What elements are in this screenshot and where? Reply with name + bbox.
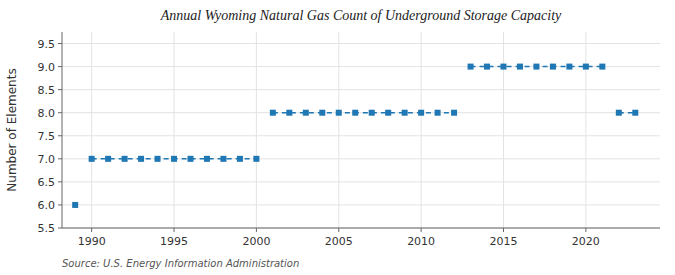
x-tick [421,228,422,232]
y-tick-label: 6.0 [38,199,56,212]
marker [385,110,391,116]
grid-line [62,228,660,229]
marker [270,110,276,116]
x-tick [338,228,339,232]
x-tick-label: 2005 [325,235,353,248]
y-tick-label: 5.5 [38,222,56,235]
marker [500,64,506,70]
marker [89,156,95,162]
grid-line [62,158,660,159]
marker [533,64,539,70]
y-tick [58,228,62,229]
marker [583,64,589,70]
y-tick-label: 8.5 [38,84,56,97]
grid-line [174,32,175,228]
grid-line [421,32,422,228]
marker [369,110,375,116]
y-tick-label: 6.5 [38,176,56,189]
x-tick-label: 2000 [242,235,270,248]
x-tick [174,228,175,232]
marker [220,156,226,162]
grid [62,32,660,228]
y-tick-label: 7.5 [38,130,56,143]
grid-line [503,32,504,228]
grid-line [62,43,660,44]
marker [286,110,292,116]
marker [484,64,490,70]
grid-line [256,32,257,228]
marker [253,156,259,162]
marker [105,156,111,162]
y-tick-label: 9.0 [38,61,56,74]
marker [451,110,457,116]
marker [616,110,622,116]
chart: 5.5 6.0 6.5 7.0 7.5 8.0 8.5 9.0 9.5 1990 1995 2000 2… [0,0,675,275]
marker [336,110,342,116]
marker [138,156,144,162]
marker [517,64,523,70]
grid-line [62,89,660,90]
title: Annual Wyoming Natural Gas Count of Unde… [160,8,562,23]
marker [550,64,556,70]
data [72,64,638,208]
marker [155,156,161,162]
y-axis [62,32,63,228]
y-tick [58,89,62,90]
marker [204,156,210,162]
x-tick [256,228,257,232]
grid-line [62,181,660,182]
grid-line [91,32,92,228]
grid-line [62,204,660,205]
marker [435,110,441,116]
marker [72,202,78,208]
marker [599,64,605,70]
grid-line [62,112,660,113]
x-axis [62,228,660,229]
source: Source: U.S. Energy Information Administ… [62,258,299,269]
marker [303,110,309,116]
y-tick [58,181,62,182]
marker [418,110,424,116]
y-tick [58,158,62,159]
marker [237,156,243,162]
x-tick-label: 1995 [160,235,188,248]
grid-line [62,135,660,136]
x-tick-label: 2010 [407,235,435,248]
y-tick-label: 7.0 [38,153,56,166]
marker [468,64,474,70]
marker [187,156,193,162]
y-axis-label: Number of Elements [5,68,19,191]
grid-line [585,32,586,228]
x-tick [91,228,92,232]
x-tick [503,228,504,232]
y-tick-label: 9.5 [38,38,56,51]
marker [632,110,638,116]
marker [122,156,128,162]
line-segment [273,112,454,114]
x-tick-label: 1990 [78,235,106,248]
marker [402,110,408,116]
y-tick [58,66,62,67]
marker [352,110,358,116]
x-tick [585,228,586,232]
y-tick-label: 8.0 [38,107,56,120]
x-tick-label: 2015 [489,235,517,248]
y-tick [58,112,62,113]
y-tick [58,135,62,136]
y-tick [58,43,62,44]
x-tick-label: 2020 [572,235,600,248]
grid-line [338,32,339,228]
marker [319,110,325,116]
y-tick [58,204,62,205]
marker [566,64,572,70]
marker [171,156,177,162]
